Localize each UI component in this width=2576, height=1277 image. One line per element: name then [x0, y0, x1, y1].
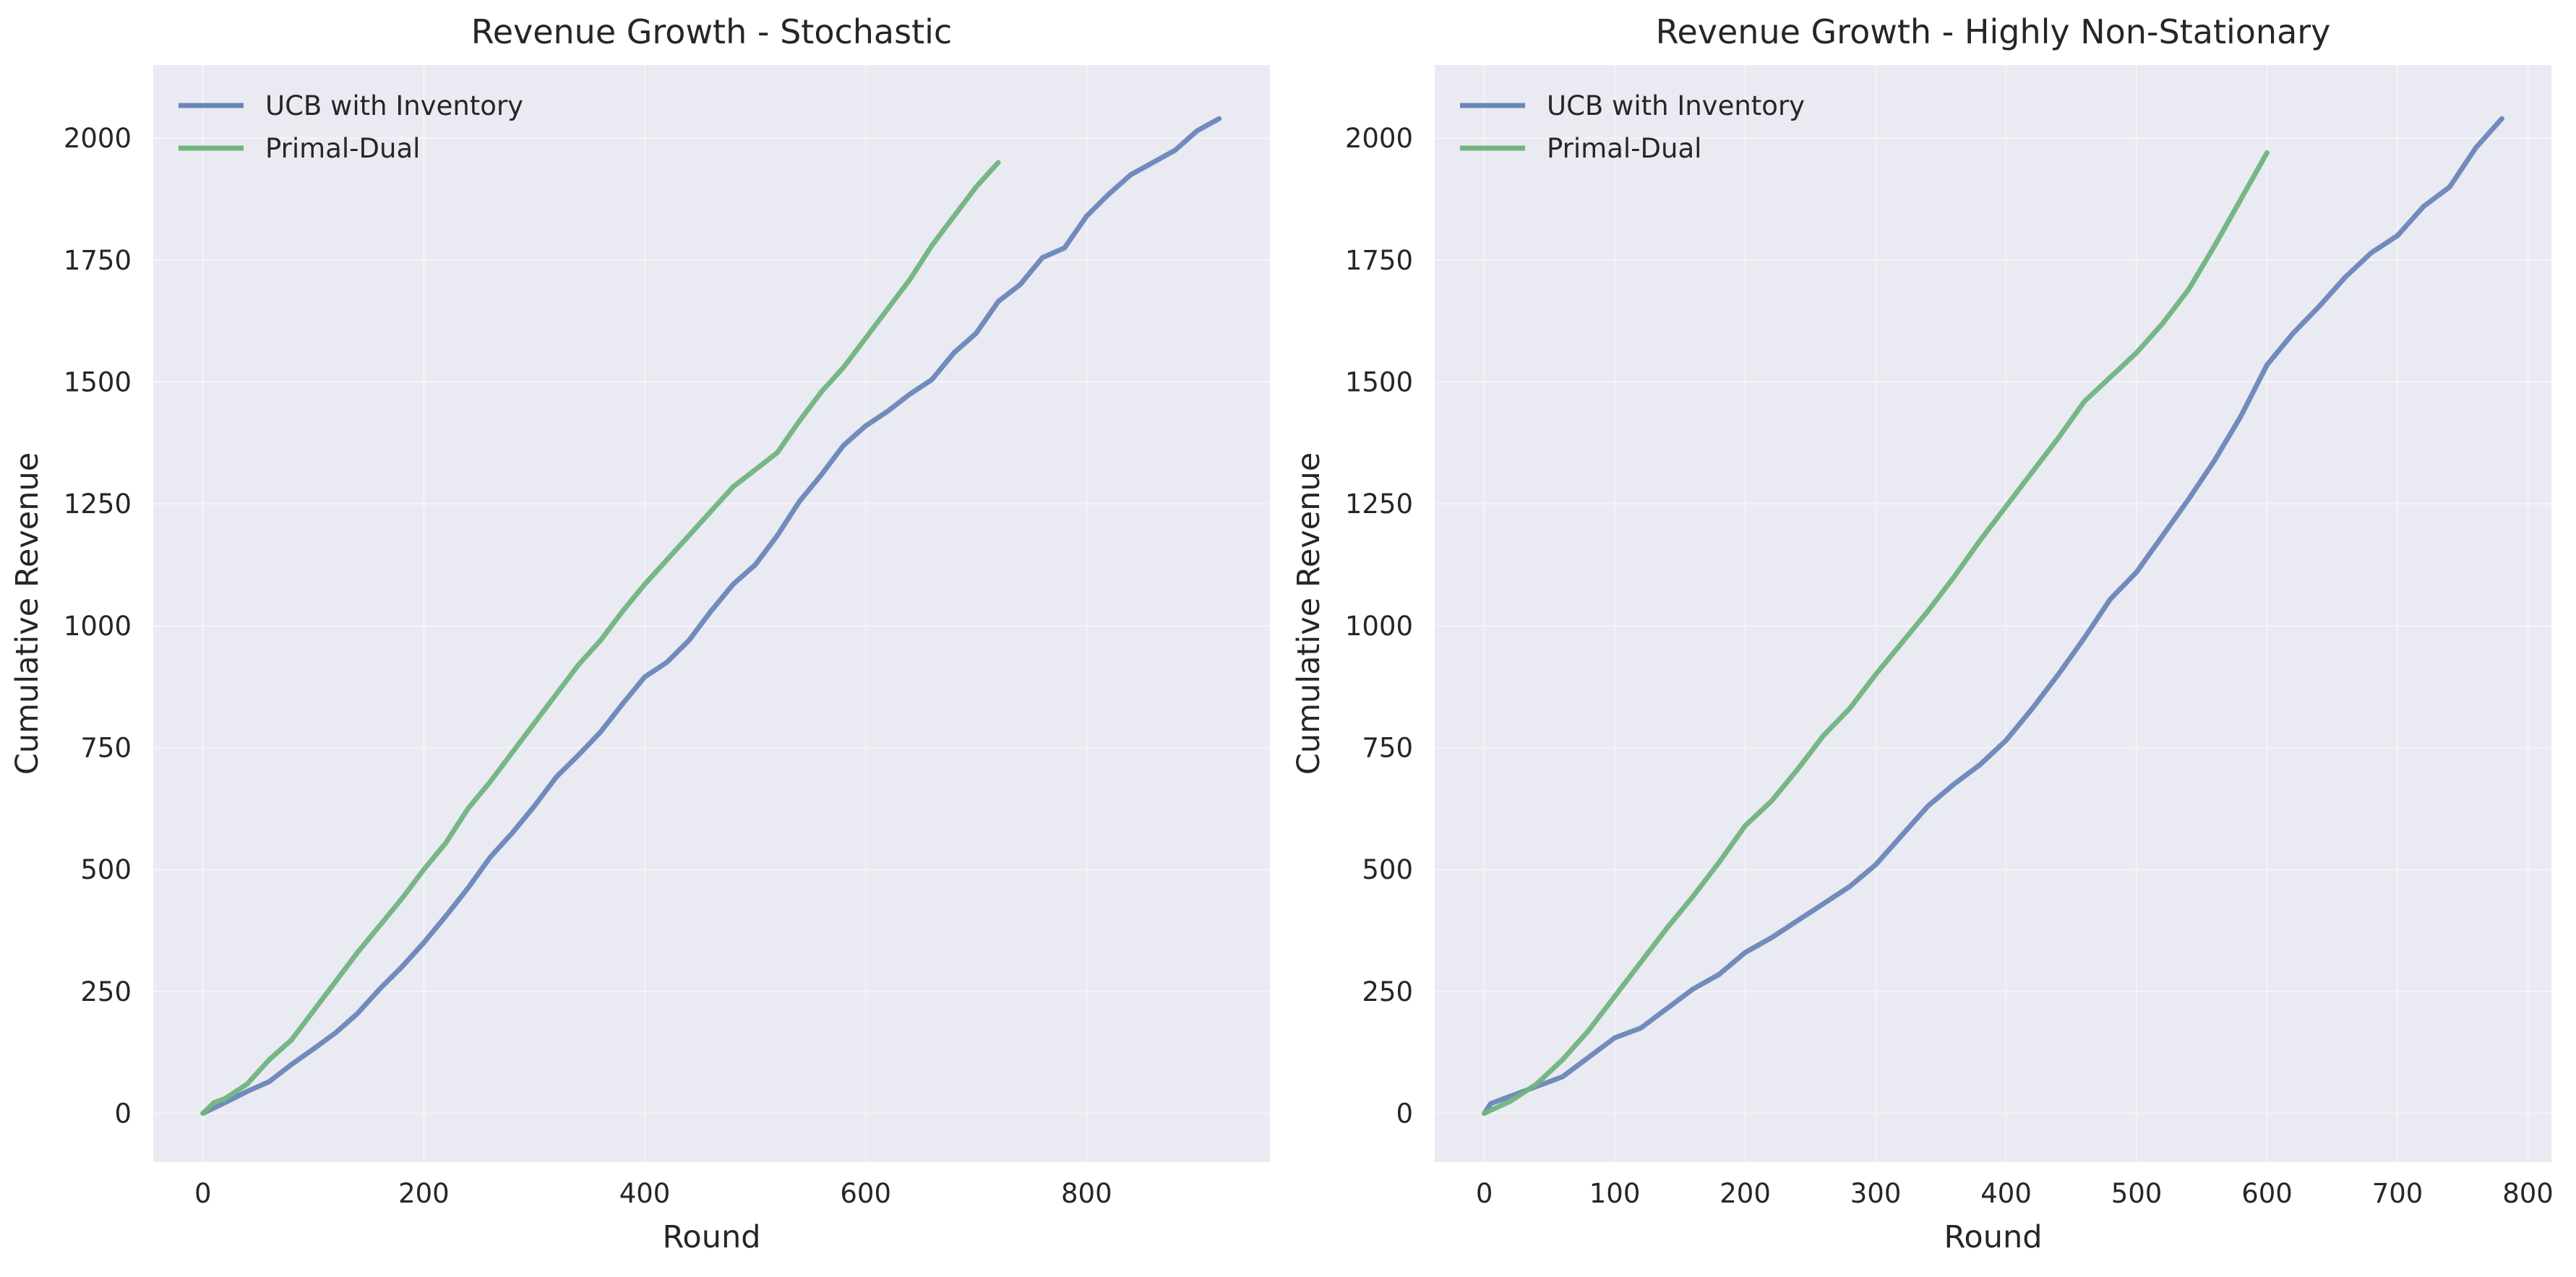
legend: UCB with Inventory Primal-Dual	[179, 90, 523, 164]
x-tick-label: 300	[1850, 1178, 1902, 1209]
series-line-ucb-with-inventory	[200, 116, 1222, 1116]
y-tick-label: 500	[80, 854, 132, 885]
x-tick-label: 500	[2111, 1178, 2163, 1209]
y-tick-label: 750	[1362, 733, 1413, 764]
legend-label: UCB with Inventory	[1547, 90, 1805, 121]
series-line-ucb-with-inventory	[1482, 116, 2504, 1116]
x-tick-label: 100	[1589, 1178, 1641, 1209]
y-tick-label: 0	[1396, 1098, 1413, 1130]
x-tick-label: 400	[1980, 1178, 2032, 1209]
y-tick-label: 1500	[1345, 367, 1413, 398]
plot-area	[1435, 65, 2551, 1162]
legend-label: UCB with Inventory	[265, 90, 523, 121]
y-tick-label: 2000	[1345, 123, 1413, 154]
y-tick-label: 1250	[64, 489, 132, 520]
y-tick-label: 250	[80, 976, 132, 1007]
y-axis-label: Cumulative Revenue	[1291, 452, 1327, 775]
x-tick-label: 800	[2502, 1178, 2554, 1209]
x-tick-label: 600	[2241, 1178, 2293, 1209]
y-tick-label: 1750	[64, 245, 132, 276]
chart-panel-1: 0 200 400 600 800 0 250 500 750 1000 1250 1500 1750 2…	[9, 12, 1270, 1255]
y-axis-label: Cumulative Revenue	[9, 452, 46, 775]
y-tick-label: 2000	[64, 123, 132, 154]
legend-label: Primal-Dual	[1547, 133, 1701, 164]
y-tick-label: 1000	[64, 611, 132, 642]
y-tick-label: 500	[1362, 854, 1413, 885]
legend: UCB with Inventory Primal-Dual	[1460, 90, 1805, 164]
y-tick-label: 1000	[1345, 611, 1413, 642]
x-axis-label: Round	[662, 1219, 760, 1255]
legend-label: Primal-Dual	[265, 133, 420, 164]
x-axis-label: Round	[1944, 1219, 2042, 1255]
y-tick-label: 750	[80, 733, 132, 764]
y-tick-label: 1750	[1345, 245, 1413, 276]
y-tick-label: 0	[114, 1098, 132, 1130]
series-line-primal-dual	[200, 160, 1001, 1116]
series-line-primal-dual	[1482, 150, 2270, 1116]
x-tick-label: 600	[840, 1178, 891, 1209]
y-tick-label: 1250	[1345, 489, 1413, 520]
x-tick-label: 200	[398, 1178, 450, 1209]
chart-title: Revenue Growth - Stochastic	[471, 12, 952, 51]
chart-panel-2: 0 100 200 300 400 500 600 700 800 0 250 500 750 1000 1…	[1291, 12, 2554, 1255]
y-tick-label: 1500	[64, 367, 132, 398]
x-tick-label: 800	[1061, 1178, 1112, 1209]
x-tick-label: 0	[194, 1178, 212, 1209]
x-tick-label: 200	[1720, 1178, 1771, 1209]
x-tick-label: 400	[619, 1178, 671, 1209]
chart-title: Revenue Growth - Highly Non-Stationary	[1656, 12, 2331, 51]
y-tick-label: 250	[1362, 976, 1413, 1007]
x-tick-label: 0	[1476, 1178, 1493, 1209]
x-tick-label: 700	[2372, 1178, 2423, 1209]
